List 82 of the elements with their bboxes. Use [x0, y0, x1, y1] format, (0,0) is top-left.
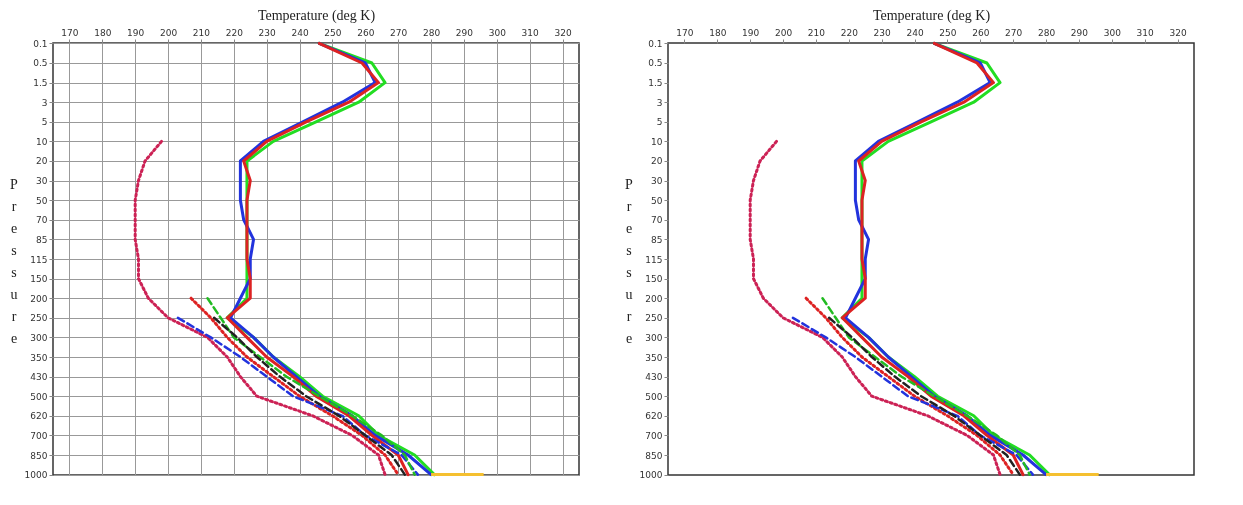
- y-tick-label: 150: [30, 274, 48, 285]
- x-tick-label: 180: [709, 27, 727, 38]
- x-tick-label: 270: [390, 27, 408, 38]
- y-tick-label: 5: [656, 117, 663, 128]
- x-tick-label: 280: [422, 27, 441, 38]
- x-tick-label: 190: [742, 27, 760, 38]
- x-tick-label: 310: [1136, 27, 1155, 38]
- x-tick-label: 260: [972, 27, 990, 38]
- x-tick-label: 210: [192, 27, 211, 38]
- y-tick-label: 20: [651, 156, 663, 167]
- y-axis-title: Pressure: [625, 176, 633, 348]
- y-tick-label: 5: [41, 117, 48, 128]
- x-tick-label: 190: [127, 27, 145, 38]
- y-tick-label: 200: [645, 293, 663, 304]
- y-tick-label: 1.5: [33, 78, 48, 89]
- y-tick-label: 300: [645, 332, 663, 343]
- y-tick-label: 70: [651, 215, 663, 226]
- y-tick-label: 30: [36, 176, 48, 187]
- x-tick-label: 200: [159, 27, 178, 38]
- y-tick-label: 350: [645, 352, 663, 363]
- x-axis-title: Temperature (deg K): [257, 7, 376, 24]
- y-tick-label: 500: [30, 391, 48, 402]
- y-tick-label: 0.5: [648, 58, 663, 69]
- y-tick-label: 1.5: [648, 78, 663, 89]
- y-tick-label: 700: [645, 430, 663, 441]
- y-tick-label: 3: [41, 97, 48, 108]
- y-tick-label: 250: [645, 313, 663, 324]
- x-tick-label: 280: [1037, 27, 1056, 38]
- x-tick-label: 230: [873, 27, 892, 38]
- y-tick-label: 85: [651, 234, 663, 245]
- y-tick-label: 115: [645, 254, 663, 265]
- x-tick-label: 300: [1103, 27, 1122, 38]
- y-tick-label: 115: [30, 254, 48, 265]
- y-tick-label: 350: [30, 352, 48, 363]
- x-tick-label: 300: [488, 27, 507, 38]
- y-tick-label: 430: [30, 372, 48, 383]
- x-tick-label: 170: [61, 27, 79, 38]
- x-tick-label: 260: [357, 27, 375, 38]
- y-tick-label: 250: [30, 313, 48, 324]
- y-tick-label: 3: [656, 97, 663, 108]
- y-tick-label: 200: [30, 293, 48, 304]
- x-tick-label: 320: [554, 27, 572, 38]
- y-tick-label: 1000: [639, 470, 663, 481]
- x-tick-label: 170: [676, 27, 694, 38]
- x-tick-label: 240: [906, 27, 924, 38]
- y-tick-label: 10: [36, 136, 48, 147]
- y-tick-label: 620: [30, 411, 48, 422]
- y-tick-label: 500: [645, 391, 663, 402]
- y-tick-label: 85: [36, 234, 48, 245]
- x-tick-label: 240: [291, 27, 309, 38]
- x-tick-label: 310: [521, 27, 540, 38]
- x-tick-label: 220: [840, 27, 859, 38]
- y-tick-label: 10: [651, 136, 663, 147]
- x-tick-label: 290: [1070, 27, 1089, 38]
- y-tick-label: 850: [30, 450, 48, 461]
- y-tick-label: 0.5: [33, 58, 48, 69]
- y-tick-label: 0.1: [648, 38, 663, 49]
- y-tick-label: 20: [36, 156, 48, 167]
- x-tick-label: 220: [225, 27, 244, 38]
- y-tick-label: 0.1: [33, 38, 48, 49]
- y-tick-label: 50: [36, 195, 48, 206]
- x-tick-label: 250: [939, 27, 957, 38]
- y-tick-label: 150: [645, 274, 663, 285]
- x-tick-label: 200: [774, 27, 793, 38]
- x-tick-label: 180: [94, 27, 112, 38]
- y-tick-label: 30: [651, 176, 663, 187]
- x-axis-title: Temperature (deg K): [872, 7, 991, 24]
- x-tick-label: 210: [807, 27, 826, 38]
- y-tick-label: 620: [645, 411, 663, 422]
- x-tick-label: 290: [455, 27, 474, 38]
- x-tick-label: 270: [1005, 27, 1023, 38]
- y-tick-label: 1000: [24, 470, 48, 481]
- y-tick-label: 70: [36, 215, 48, 226]
- y-tick-label: 300: [30, 332, 48, 343]
- x-tick-label: 230: [258, 27, 277, 38]
- x-tick-label: 320: [1169, 27, 1187, 38]
- y-tick-label: 430: [645, 372, 663, 383]
- x-tick-label: 250: [324, 27, 342, 38]
- y-tick-label: 50: [651, 195, 663, 206]
- y-tick-label: 850: [645, 450, 663, 461]
- y-axis-title: Pressure: [10, 176, 18, 348]
- y-tick-label: 700: [30, 430, 48, 441]
